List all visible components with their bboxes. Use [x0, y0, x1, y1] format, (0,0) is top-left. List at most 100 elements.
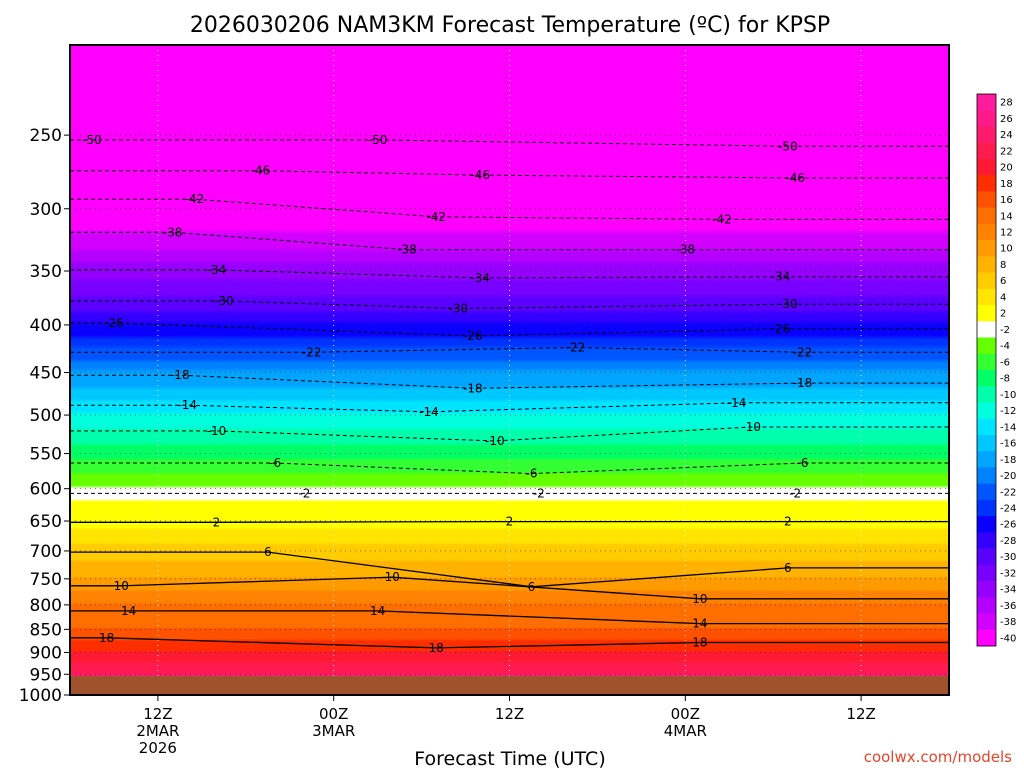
colorbar-label: 24 — [1000, 130, 1013, 141]
colorbar-label: -32 — [1000, 568, 1016, 579]
contour-label: 18 — [429, 641, 444, 655]
colorbar-swatch — [977, 126, 996, 144]
isotherm-line — [70, 374, 949, 389]
contour-label: -6 — [269, 456, 281, 470]
colorbar-label: -24 — [1000, 504, 1016, 515]
colorbar-label: -14 — [1000, 422, 1016, 433]
contour-label: -22 — [793, 345, 813, 359]
colorbar-label: 26 — [1000, 114, 1013, 125]
y-tick-label: 850 — [30, 620, 62, 640]
colorbar-swatch — [977, 240, 996, 257]
colorbar-label: 4 — [1000, 292, 1006, 303]
x-tick-label: 12Z — [495, 705, 524, 723]
colorbar-label: 12 — [1000, 228, 1013, 239]
x-tick-label: 00Z — [319, 705, 348, 723]
isotherm-labels: -50 -50 -50 -46 -46 -46 -42 -42 -42 -38 -38 -38 -34 -… — [82, 133, 812, 655]
contour-label: 2 — [784, 515, 792, 529]
pressure-axis: 250 300 350 400 450 500 550 600 650 700 750 800 850 9… — [19, 126, 70, 706]
colorbar-label: 8 — [1000, 260, 1006, 271]
y-tick-label: 900 — [30, 643, 62, 663]
contour-label: 18 — [99, 631, 114, 645]
y-tick-label: 400 — [30, 316, 62, 336]
contour-label: -46 — [470, 168, 490, 182]
x-tick-date-label: 4MAR — [664, 722, 707, 740]
contour-label: -26 — [104, 316, 124, 330]
colorbar-label: -38 — [1000, 617, 1016, 628]
contour-label: -18 — [463, 381, 483, 395]
y-tick-label: 800 — [30, 596, 62, 616]
y-tick-label: 700 — [30, 542, 62, 562]
colorbar-label: 20 — [1000, 163, 1013, 174]
colorbar-swatch — [977, 629, 996, 647]
contour-label: -10 — [207, 424, 227, 438]
colorbar-label: -28 — [1000, 536, 1016, 547]
x-tick-label: 00Z — [671, 705, 700, 723]
colorbar-swatch — [977, 386, 996, 403]
colorbar-label: -18 — [1000, 455, 1016, 466]
contour-label: -10 — [485, 434, 505, 448]
contour-label: 10 — [385, 570, 400, 584]
contour-label: -22 — [302, 345, 322, 359]
colorbar-label: -40 — [1000, 633, 1016, 644]
colorbar-label: -16 — [1000, 439, 1016, 450]
isotherm-line — [70, 269, 949, 279]
chart-title: 2026030206 NAM3KM Forecast Temperature (… — [190, 13, 830, 38]
colorbar-swatch — [977, 532, 996, 549]
isotherm-line — [70, 198, 949, 220]
x-tick-label: 12Z — [143, 705, 172, 723]
colorbar-label: 10 — [1000, 244, 1013, 255]
colorbar-swatch — [977, 110, 996, 127]
contour-label: -38 — [397, 243, 417, 257]
y-tick-label: 250 — [30, 126, 62, 146]
colorbar-label: 22 — [1000, 146, 1013, 157]
colorbar-label: 2 — [1000, 309, 1006, 320]
colorbar-swatch — [977, 434, 996, 452]
contour-label: -30 — [214, 294, 234, 308]
contour-label: 14 — [692, 617, 707, 631]
contour-label: -42 — [185, 192, 205, 206]
colorbar-swatch — [977, 353, 996, 371]
colorbar-swatch — [977, 256, 996, 273]
colorbar-swatch — [977, 483, 996, 501]
colorbar-swatch — [977, 613, 996, 631]
contour-label: -14 — [727, 396, 747, 410]
colorbar-swatch — [977, 418, 996, 436]
source-watermark: coolwx.com/models — [864, 748, 1012, 766]
isotherm-line — [70, 346, 949, 353]
contour-label: 6 — [784, 561, 792, 575]
colorbar-swatch — [977, 597, 996, 614]
colorbar-label: 16 — [1000, 195, 1013, 206]
colorbar-label: -12 — [1000, 406, 1016, 417]
contour-label: -34 — [771, 270, 791, 284]
y-tick-label: 550 — [30, 445, 62, 465]
contour-label: 2 — [506, 515, 514, 529]
contour-label: 14 — [121, 604, 136, 618]
contour-label: -6 — [797, 456, 809, 470]
contour-label: -26 — [771, 322, 791, 336]
colorbar-swatch — [977, 321, 996, 338]
colorbar-swatch — [977, 94, 996, 111]
contour-label: 6 — [264, 545, 272, 559]
colorbar-swatch — [977, 158, 996, 176]
colorbar-swatch — [977, 272, 996, 290]
contour-label: -30 — [778, 297, 798, 311]
colorbar-swatch — [977, 305, 996, 322]
isotherm-contours — [70, 139, 949, 649]
colorbar-swatch — [977, 370, 996, 387]
colorbar-swatch — [977, 191, 996, 208]
y-tick-label: 350 — [30, 262, 62, 282]
x-axis-label: Forecast Time (UTC) — [414, 748, 605, 768]
colorbar-label: -26 — [1000, 520, 1016, 531]
contour-label: 10 — [114, 579, 129, 593]
y-tick-label: 600 — [30, 480, 62, 500]
colorbar-label: -22 — [1000, 487, 1016, 498]
colorbar-label: 28 — [1000, 98, 1013, 109]
contour-label: -2 — [789, 486, 801, 500]
isotherm-line — [70, 520, 949, 523]
colorbar-frame — [976, 93, 997, 647]
colorbar-legend: 28 26 24 22 20 18 16 14 12 10 8 6 4 2 -2 -4 -6 -8 -10 -12 -1… — [976, 93, 1016, 647]
contour-label: -18 — [793, 376, 813, 390]
ground-terrain — [70, 676, 949, 695]
colorbar-swatch — [977, 581, 996, 598]
